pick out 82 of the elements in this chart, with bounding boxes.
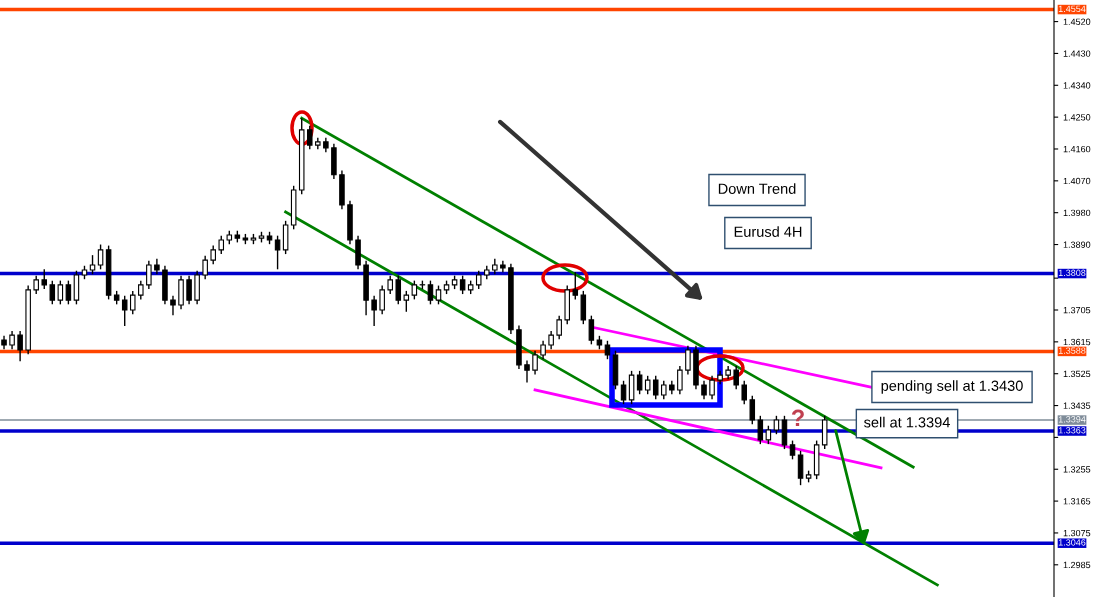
candlestick [9, 330, 15, 350]
candlestick [572, 271, 579, 301]
annotation: sell at 1.3394 [864, 416, 950, 428]
candlestick [749, 394, 756, 426]
y-tick-label: 1.3075 [1063, 529, 1091, 537]
candlestick [274, 234, 281, 270]
y-tick-label: 1.4250 [1063, 114, 1091, 121]
candlestick [186, 274, 192, 306]
candlestick [652, 375, 659, 400]
candlestick [65, 279, 72, 306]
y-tick-label: 1.4430 [1063, 50, 1091, 57]
candlestick [41, 268, 48, 290]
y-tick-label: 1.2985 [1063, 561, 1091, 569]
candlestick [435, 284, 442, 306]
candlestick [661, 380, 667, 400]
candlestick [709, 375, 715, 400]
candlestick [588, 314, 595, 346]
y-tick-label: 1.4070 [1063, 177, 1091, 185]
candlestick [636, 370, 643, 395]
y-tick-label: 1.3255 [1063, 466, 1091, 473]
annotation: Down Trend [718, 183, 796, 194]
candlestick [379, 284, 385, 315]
y-tick-label: 1.3165 [1063, 498, 1091, 505]
candlestick [475, 270, 482, 290]
y-tick-label: 1.4160 [1063, 145, 1091, 153]
candlestick [138, 279, 144, 301]
candlestick [170, 295, 176, 317]
candlestick [306, 124, 313, 151]
y-tick-label: 1.3890 [1063, 241, 1091, 248]
annotation: ? [791, 409, 804, 427]
y-tick-label: 1.3615 [1063, 338, 1091, 346]
candlestick [773, 415, 780, 435]
candlestick [387, 274, 393, 295]
candlestick [49, 279, 56, 306]
candlestick [210, 244, 216, 266]
candlestick [459, 274, 466, 295]
candlestick [556, 314, 562, 341]
y-tick-label: 1.4520 [1063, 18, 1091, 25]
candlestick [202, 255, 208, 280]
candlestick [548, 330, 554, 350]
candlestick [765, 425, 772, 445]
candlestick [371, 295, 377, 327]
candlestick [741, 380, 748, 405]
y-tick-label: 1.3525 [1063, 370, 1091, 378]
candlestick [129, 290, 136, 315]
y-tick-label: 1.4340 [1063, 82, 1091, 89]
candlestick [677, 365, 683, 395]
candlestick [218, 234, 225, 255]
annotation: pending sell at 1.3430 [881, 380, 1023, 394]
candlestick [97, 243, 104, 270]
candlestick [146, 260, 152, 290]
candlestick [540, 340, 546, 360]
ref-line-label: 1.3394 [1058, 416, 1086, 423]
candlestick [17, 330, 23, 363]
candlestick [395, 274, 402, 306]
ref-line-label: 1.3808 [1058, 269, 1086, 276]
candlestick [685, 345, 691, 376]
candlestick [403, 290, 410, 313]
candlestick [33, 274, 39, 295]
candlestick [620, 380, 627, 405]
candlestick [57, 279, 64, 306]
y-tick-label: 1.3705 [1063, 306, 1091, 314]
annotation: Eurusd 4H [734, 226, 802, 237]
ref-line-label: 1.4554 [1058, 5, 1086, 12]
candlestick [733, 365, 739, 390]
ref-line-label: 1.3363 [1058, 427, 1086, 434]
ref-line-label: 1.3046 [1058, 539, 1086, 546]
candlestick [701, 380, 707, 400]
candlestick [789, 439, 796, 461]
y-tick-label: 1.3980 [1063, 209, 1091, 217]
candlestick [604, 340, 611, 360]
candlestick [644, 375, 651, 395]
candlestick [524, 359, 530, 384]
candlestick [427, 279, 434, 306]
candlestick [89, 254, 96, 275]
candlestick [411, 279, 418, 301]
candlestick [532, 350, 538, 376]
y-tick-label: 1.3435 [1063, 402, 1091, 409]
candlestick [757, 415, 764, 445]
candlestick [797, 450, 804, 486]
candlestick [121, 295, 128, 327]
ref-line-label: 1.3588 [1058, 347, 1086, 354]
